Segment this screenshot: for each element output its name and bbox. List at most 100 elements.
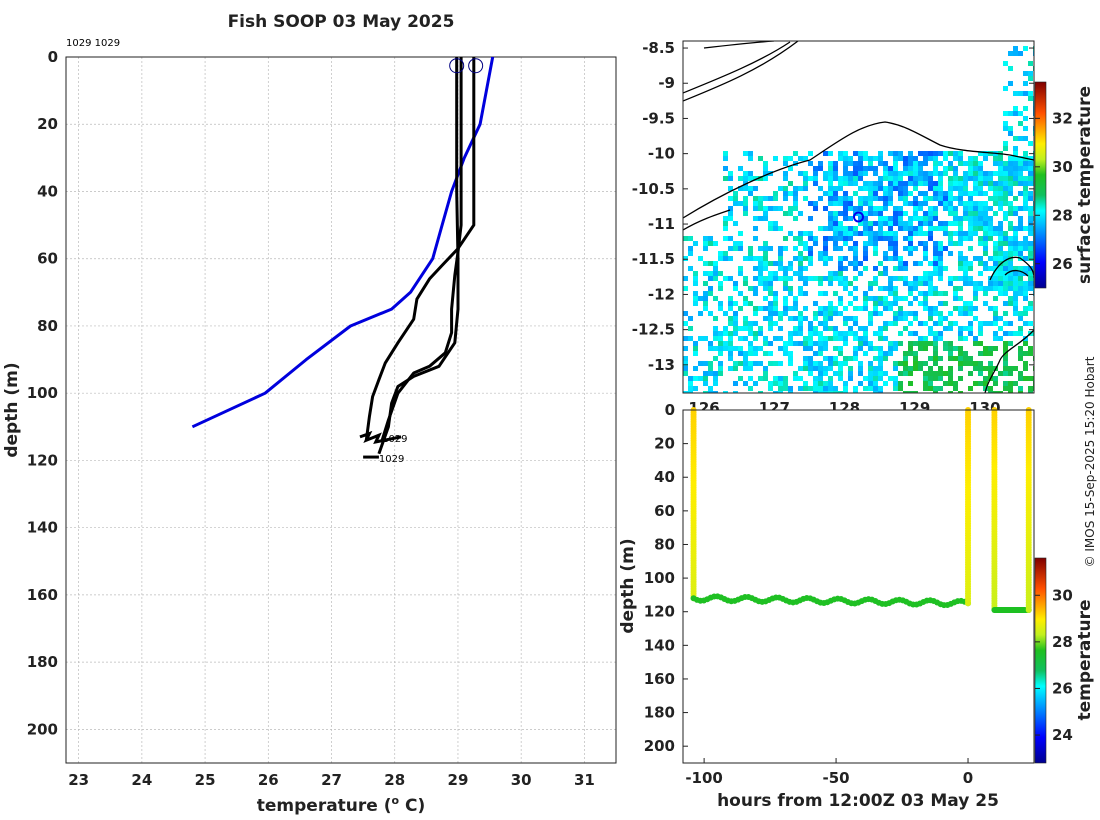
sst-pixel — [1023, 136, 1028, 141]
sst-pixel — [1028, 346, 1033, 351]
sst-pixel — [928, 376, 933, 381]
sst-pixel — [1008, 321, 1013, 326]
sst-pixel — [943, 166, 948, 171]
sst-pixel — [1028, 221, 1033, 226]
sst-pixel — [723, 341, 728, 346]
sst-pixel — [953, 276, 958, 281]
sst-pixel — [738, 346, 743, 351]
sst-pixel — [963, 306, 968, 311]
sst-pixel — [938, 186, 943, 191]
sst-pixel — [928, 186, 933, 191]
td-xlabel: hours from 12:00Z 03 May 25 — [717, 791, 999, 811]
sst-pixel — [873, 381, 878, 386]
sst-pixel — [808, 256, 813, 261]
sst-pixel — [958, 196, 963, 201]
profile-ytick-label: 180 — [27, 653, 58, 671]
sst-pixel — [803, 356, 808, 361]
sst-pixel — [863, 216, 868, 221]
sst-pixel — [888, 221, 893, 226]
sst-pixel — [908, 351, 913, 356]
sst-pixel — [938, 301, 943, 306]
sst-pixel — [733, 191, 738, 196]
sst-pixel — [943, 231, 948, 236]
sst-pixel — [713, 381, 718, 386]
sst-pixel — [923, 256, 928, 261]
sst-pixel — [793, 296, 798, 301]
map-ctick-label: 32 — [1052, 109, 1073, 127]
sst-pixel — [823, 316, 828, 321]
sst-pixel — [818, 166, 823, 171]
map-ytick-label: -9.5 — [642, 109, 675, 127]
sst-pixel — [1018, 376, 1023, 381]
sst-pixel — [993, 246, 998, 251]
sst-pixel — [978, 326, 983, 331]
map-tick-labels: -8.5-9-9.5-10-10.5-11-11.5-12-12.5-13126… — [632, 39, 1034, 417]
sst-pixel — [958, 241, 963, 246]
sst-pixel — [873, 366, 878, 371]
sst-pixel — [703, 261, 708, 266]
sst-pixel — [798, 291, 803, 296]
profile-xtick-label: 23 — [68, 771, 89, 789]
sst-pixel — [758, 306, 763, 311]
sst-pixel — [713, 261, 718, 266]
sst-pixel — [798, 276, 803, 281]
sst-pixel — [788, 156, 793, 161]
sst-pixel — [863, 171, 868, 176]
sst-pixel — [878, 286, 883, 291]
sst-pixel — [1008, 166, 1013, 171]
sst-pixel — [913, 176, 918, 181]
sst-pixel — [808, 356, 813, 361]
sst-pixel — [958, 376, 963, 381]
sst-pixel — [843, 341, 848, 346]
sst-pixel — [803, 306, 808, 311]
td-ytick-label: 0 — [665, 401, 675, 419]
sst-pixel — [983, 176, 988, 181]
sst-pixel — [1013, 266, 1018, 271]
sst-pixel — [958, 256, 963, 261]
sst-pixel — [908, 176, 913, 181]
sst-pixel — [983, 251, 988, 256]
sst-pixel — [743, 196, 748, 201]
profile-grid — [66, 56, 616, 763]
td-ylabel: depth (m) — [618, 538, 638, 633]
sst-pixel — [693, 291, 698, 296]
sst-pixel — [933, 171, 938, 176]
sst-pixel — [923, 361, 928, 366]
profile-series-line — [380, 57, 463, 441]
sst-pixel — [928, 206, 933, 211]
sst-pixel — [833, 161, 838, 166]
sst-pixel — [963, 266, 968, 271]
sst-pixel — [923, 301, 928, 306]
sst-pixel — [858, 361, 863, 366]
sst-pixel — [943, 326, 948, 331]
sst-pixel — [813, 241, 818, 246]
sst-pixel — [1023, 226, 1028, 231]
sst-pixel — [1023, 296, 1028, 301]
sst-pixel — [763, 206, 768, 211]
sst-pixel — [803, 361, 808, 366]
sst-pixel — [1003, 366, 1008, 371]
sst-pixel — [908, 156, 913, 161]
sst-pixel — [843, 181, 848, 186]
sst-pixel — [893, 171, 898, 176]
sst-pixel — [933, 196, 938, 201]
sst-pixel — [1013, 211, 1018, 216]
sst-pixel — [968, 266, 973, 271]
sst-pixel — [803, 336, 808, 341]
profile-xtick-label: 29 — [448, 771, 469, 789]
sst-pixel — [798, 271, 803, 276]
sst-pixel — [898, 221, 903, 226]
sst-pixel — [918, 366, 923, 371]
sst-pixel — [1003, 241, 1008, 246]
sst-pixel — [928, 316, 933, 321]
sst-pixel — [993, 261, 998, 266]
sst-pixel — [1018, 176, 1023, 181]
sst-pixel — [1003, 311, 1008, 316]
sst-pixel — [778, 376, 783, 381]
sst-pixel — [843, 191, 848, 196]
sst-pixel — [873, 241, 878, 246]
sst-pixel — [918, 226, 923, 231]
sst-pixel — [883, 256, 888, 261]
sst-pixel — [793, 191, 798, 196]
sst-pixel — [743, 351, 748, 356]
